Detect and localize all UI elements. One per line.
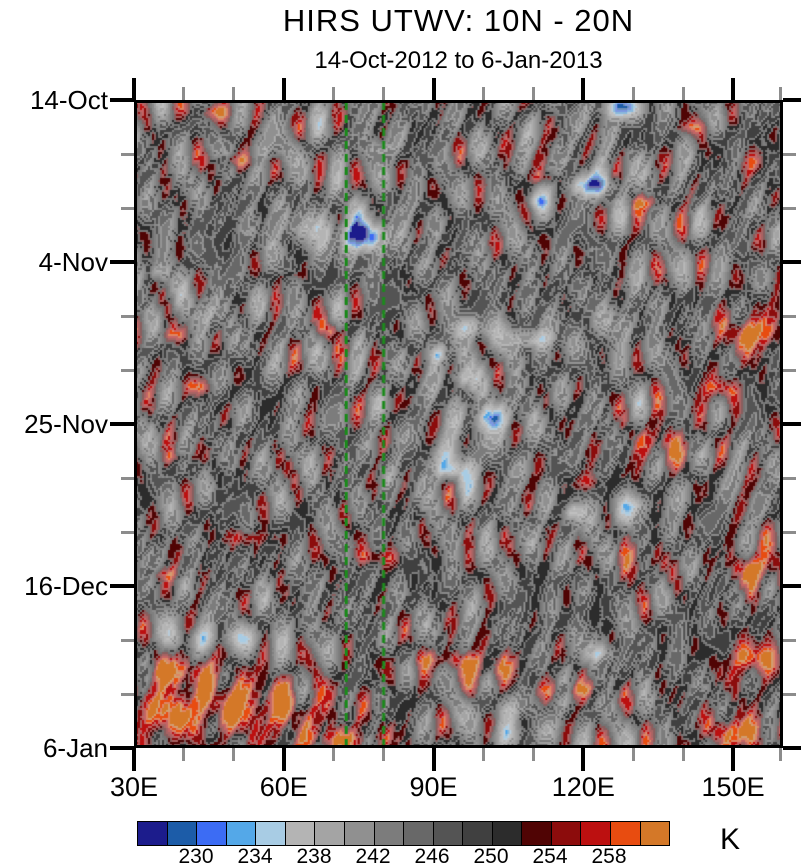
- x-minor-tick-top: [481, 87, 485, 100]
- x-axis-label: 90E: [409, 772, 458, 802]
- colorbar-tick-label: 238: [296, 845, 332, 863]
- x-minor-tick-top: [232, 87, 236, 100]
- colorbar-tick-label: 230: [178, 845, 214, 863]
- colorbar-box: [492, 822, 523, 845]
- x-minor-tick-bottom: [232, 748, 236, 761]
- y-minor-tick-right: [783, 314, 796, 318]
- y-axis-label: 14-Oct: [29, 85, 108, 115]
- colorbar-box: [551, 822, 582, 845]
- x-minor-tick-bottom: [382, 748, 386, 761]
- colorbar-box: [315, 822, 345, 845]
- colorbar-box: [138, 822, 168, 845]
- colorbar-tick-label: 242: [355, 845, 391, 863]
- colorbar-box: [167, 822, 198, 845]
- colorbar-tick-label: 250: [473, 845, 509, 863]
- y-major-tick-left: [110, 260, 134, 264]
- colorbar-box: [611, 822, 641, 845]
- y-minor-tick-left: [121, 206, 134, 210]
- colorbar-box: [285, 822, 316, 845]
- x-major-tick-bottom: [731, 748, 736, 771]
- x-minor-tick-bottom: [778, 748, 782, 761]
- colorbar-tick-label: 234: [237, 845, 273, 863]
- x-minor-tick-bottom: [531, 748, 535, 761]
- y-minor-tick-right: [783, 152, 796, 156]
- chart-title: HIRS UTWV: 10N - 20N: [282, 3, 635, 38]
- y-major-tick-right: [783, 746, 801, 750]
- y-minor-tick-left: [121, 530, 134, 534]
- x-axis-label: 120E: [551, 772, 615, 802]
- x-axis-label: 30E: [109, 772, 159, 802]
- x-major-tick-bottom: [431, 748, 436, 771]
- colorbar-box: [581, 822, 611, 845]
- y-minor-tick-left: [121, 692, 134, 696]
- x-minor-tick-top: [778, 87, 782, 100]
- x-axis-label: 150E: [701, 772, 765, 802]
- y-major-tick-left: [110, 422, 134, 426]
- colorbar-box: [226, 822, 257, 845]
- y-major-tick-right: [783, 98, 801, 102]
- x-minor-tick-top: [531, 87, 535, 100]
- y-minor-tick-right: [783, 368, 796, 372]
- x-major-tick-top: [431, 78, 436, 100]
- y-major-tick-right: [783, 584, 801, 588]
- x-minor-tick-top: [681, 87, 685, 100]
- x-minor-tick-bottom: [332, 748, 336, 761]
- y-minor-tick-left: [121, 152, 134, 156]
- x-minor-tick-top: [332, 87, 336, 100]
- y-major-tick-right: [783, 260, 801, 264]
- y-major-tick-left: [110, 98, 134, 102]
- y-minor-tick-right: [783, 530, 796, 534]
- colorbar-box: [522, 822, 552, 845]
- x-major-tick-bottom: [132, 748, 136, 771]
- x-minor-tick-bottom: [631, 748, 635, 761]
- x-major-tick-bottom: [581, 748, 586, 771]
- y-minor-tick-left: [121, 638, 134, 642]
- x-minor-tick-bottom: [681, 748, 685, 761]
- colorbar-box: [404, 822, 434, 845]
- contour-field-canvas: [134, 100, 783, 748]
- colorbar-box: [433, 822, 464, 845]
- x-minor-tick-top: [382, 87, 386, 100]
- y-axis-label: 25-Nov: [24, 409, 108, 439]
- colorbar-box: [256, 822, 286, 845]
- y-minor-tick-right: [783, 206, 796, 210]
- units-label: K: [719, 823, 740, 856]
- x-major-tick-top: [132, 78, 136, 100]
- x-minor-tick-bottom: [481, 748, 485, 761]
- colorbar-box: [344, 822, 375, 845]
- y-minor-tick-left: [121, 476, 134, 480]
- y-minor-tick-left: [121, 368, 134, 372]
- y-axis-label: 6-Jan: [42, 733, 108, 763]
- y-axis-label: 4-Nov: [38, 247, 108, 277]
- x-major-tick-top: [281, 78, 286, 100]
- x-major-tick-top: [731, 78, 736, 100]
- y-minor-tick-left: [121, 314, 134, 318]
- y-minor-tick-right: [783, 476, 796, 480]
- chart-subtitle: 14-Oct-2012 to 6-Jan-2013: [314, 47, 603, 74]
- colorbar-tick-label: 246: [414, 845, 450, 863]
- colorbar-box: [463, 822, 493, 845]
- colorbar-tick-label: 258: [591, 845, 627, 863]
- colorbar-tick-label: 254: [532, 845, 568, 863]
- colorbar-box: [197, 822, 227, 845]
- y-minor-tick-right: [783, 692, 796, 696]
- x-minor-tick-top: [182, 87, 186, 100]
- x-major-tick-bottom: [281, 748, 286, 771]
- colorbar: [137, 821, 670, 846]
- x-axis-label: 60E: [259, 772, 308, 802]
- y-major-tick-left: [110, 746, 134, 750]
- x-minor-tick-bottom: [182, 748, 186, 761]
- colorbar-box: [640, 822, 670, 845]
- y-axis-label: 16-Dec: [24, 571, 108, 601]
- x-major-tick-top: [581, 78, 586, 100]
- y-major-tick-left: [110, 584, 134, 588]
- x-minor-tick-top: [631, 87, 635, 100]
- y-major-tick-right: [783, 422, 801, 426]
- y-minor-tick-right: [783, 638, 796, 642]
- colorbar-box: [374, 822, 405, 845]
